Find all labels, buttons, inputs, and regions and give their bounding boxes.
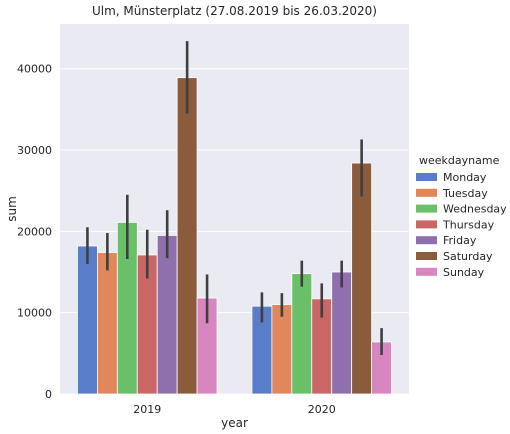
legend-label-friday: Friday <box>443 234 477 247</box>
legend-swatch-monday <box>416 173 437 181</box>
legend-swatch-saturday <box>416 252 437 260</box>
bar-friday-2019 <box>156 235 178 395</box>
bar-tuesday-2019 <box>96 252 118 395</box>
legend-label-tuesday: Tuesday <box>442 187 488 200</box>
x-tick-label: 2020 <box>308 403 336 416</box>
bar-monday-2019 <box>77 245 98 395</box>
y-tick-label: 30000 <box>17 144 52 157</box>
y-tick-label: 40000 <box>17 63 52 76</box>
legend-swatch-sunday <box>416 267 437 276</box>
x-axis-label: year <box>221 416 248 430</box>
bar-saturday-2019 <box>176 77 198 395</box>
legend-swatch-friday <box>416 236 437 245</box>
bars-group <box>77 77 392 395</box>
y-axis-label: sum <box>5 196 19 222</box>
bar-friday-2020 <box>331 271 353 395</box>
y-tick-label: 10000 <box>17 307 52 320</box>
error-bars-group <box>86 41 383 355</box>
legend-label-monday: Monday <box>443 171 487 184</box>
bar-wednesday-2020 <box>291 273 313 395</box>
legend-swatch-thursday <box>416 220 437 229</box>
legend-label-saturday: Saturday <box>443 250 493 263</box>
x-tick-label: 2019 <box>133 403 161 416</box>
legend-swatch-wednesday <box>416 204 437 213</box>
legend-label-wednesday: Wednesday <box>443 203 507 216</box>
bar-saturday-2020 <box>351 162 373 395</box>
legend-label-thursday: Thursday <box>442 218 495 231</box>
legend-title: weekdayname <box>419 154 500 167</box>
chart-title: Ulm, Münsterplatz (27.08.2019 bis 26.03.… <box>92 4 377 18</box>
legend-swatch-tuesday <box>416 188 437 197</box>
legend: weekdayname Monday Tuesday Wednesday Thursd… <box>416 154 507 279</box>
y-axis-ticks: 0 10000 20000 30000 40000 <box>17 63 52 401</box>
bar-tuesday-2020 <box>271 304 293 395</box>
legend-label-sunday: Sunday <box>443 266 485 279</box>
x-axis-ticks: 2019 2020 <box>133 403 336 416</box>
y-tick-label: 0 <box>45 388 52 401</box>
y-tick-label: 20000 <box>17 225 52 238</box>
